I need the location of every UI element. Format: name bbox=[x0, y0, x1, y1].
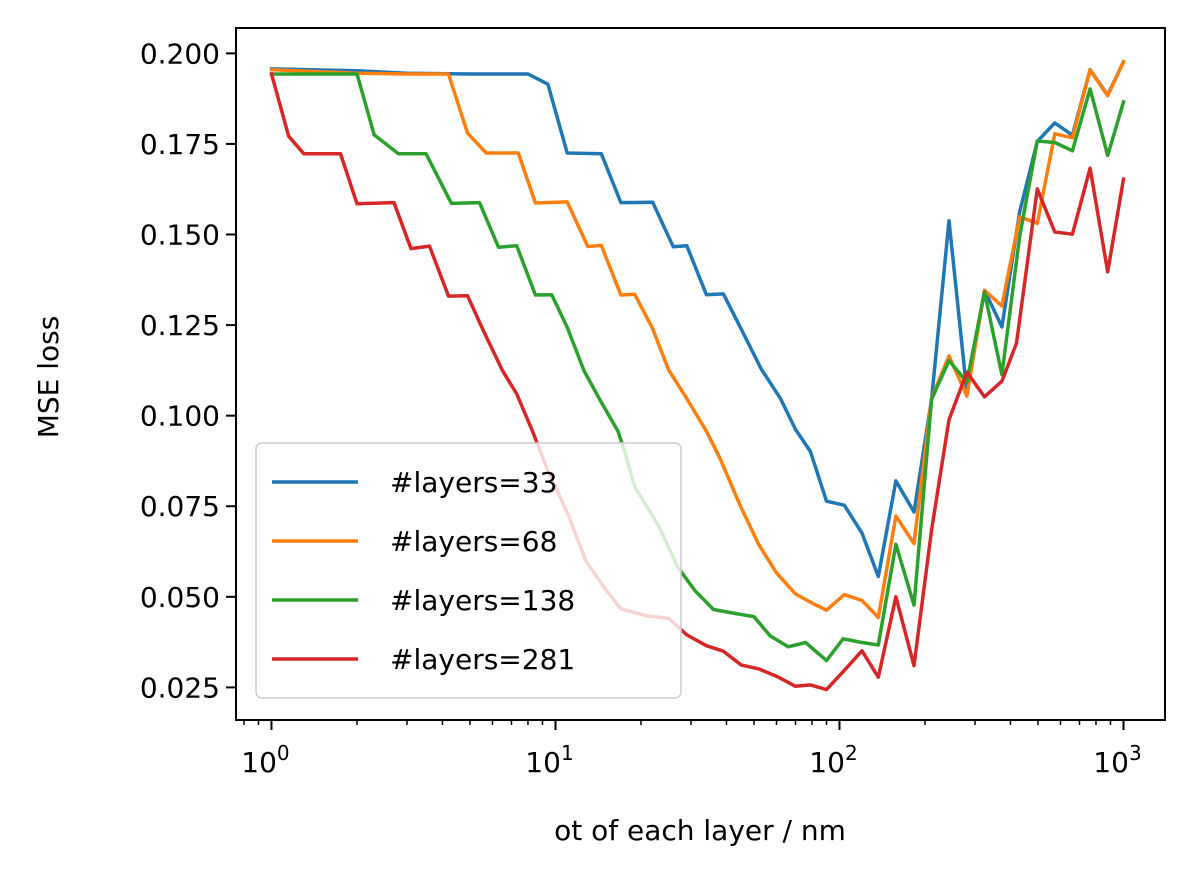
y-tick-label: 0.200 bbox=[140, 37, 220, 70]
legend-label-1: #layers=33 bbox=[390, 466, 557, 499]
x-tick-exponent: 3 bbox=[1129, 741, 1142, 765]
legend: #layers=33 #layers=68 #layers=138 #layers=2… bbox=[255, 442, 682, 699]
x-tick-exponent: 1 bbox=[561, 741, 574, 765]
series-line-2 bbox=[269, 59, 1126, 620]
y-tick-label: 0.075 bbox=[140, 490, 220, 523]
x-tick-label: 103 bbox=[1093, 741, 1141, 779]
series-line-3 bbox=[269, 72, 1126, 663]
legend-label-2: #layers=68 bbox=[390, 525, 557, 558]
x-tick-base: 10 bbox=[525, 746, 561, 779]
legend-label-4: #layers=281 bbox=[390, 643, 575, 676]
axes-frame bbox=[235, 27, 1166, 721]
y-tick-label: 0.150 bbox=[140, 219, 220, 252]
series-line-1 bbox=[269, 59, 1126, 579]
y-tick-label: 0.100 bbox=[140, 400, 220, 433]
x-tick-label: 101 bbox=[525, 741, 573, 779]
y-tick-label: 0.125 bbox=[140, 309, 220, 342]
x-tick-exponent: 0 bbox=[277, 741, 290, 765]
x-axis-ticks: 100 101 102 103 bbox=[241, 720, 1142, 779]
y-tick-label: 0.175 bbox=[140, 128, 220, 161]
y-tick-label: 0.050 bbox=[140, 581, 220, 614]
x-tick-base: 10 bbox=[809, 746, 845, 779]
plot-area bbox=[235, 27, 1166, 721]
x-tick-exponent: 2 bbox=[845, 741, 858, 765]
y-tick-label: 0.025 bbox=[140, 671, 220, 704]
x-tick-base: 10 bbox=[241, 746, 277, 779]
x-axis-label: ot of each layer / nm bbox=[554, 814, 846, 847]
legend-box bbox=[255, 442, 682, 699]
x-tick-base: 10 bbox=[1093, 746, 1129, 779]
y-axis-label: MSE loss bbox=[32, 316, 65, 439]
y-axis-ticks: 0.025 0.050 0.075 0.100 0.125 0.150 0.175 0.200 bbox=[140, 37, 236, 704]
legend-label-3: #layers=138 bbox=[390, 584, 575, 617]
series-line-4 bbox=[269, 71, 1126, 692]
x-tick-label: 102 bbox=[809, 741, 857, 779]
x-tick-label: 100 bbox=[241, 741, 289, 779]
